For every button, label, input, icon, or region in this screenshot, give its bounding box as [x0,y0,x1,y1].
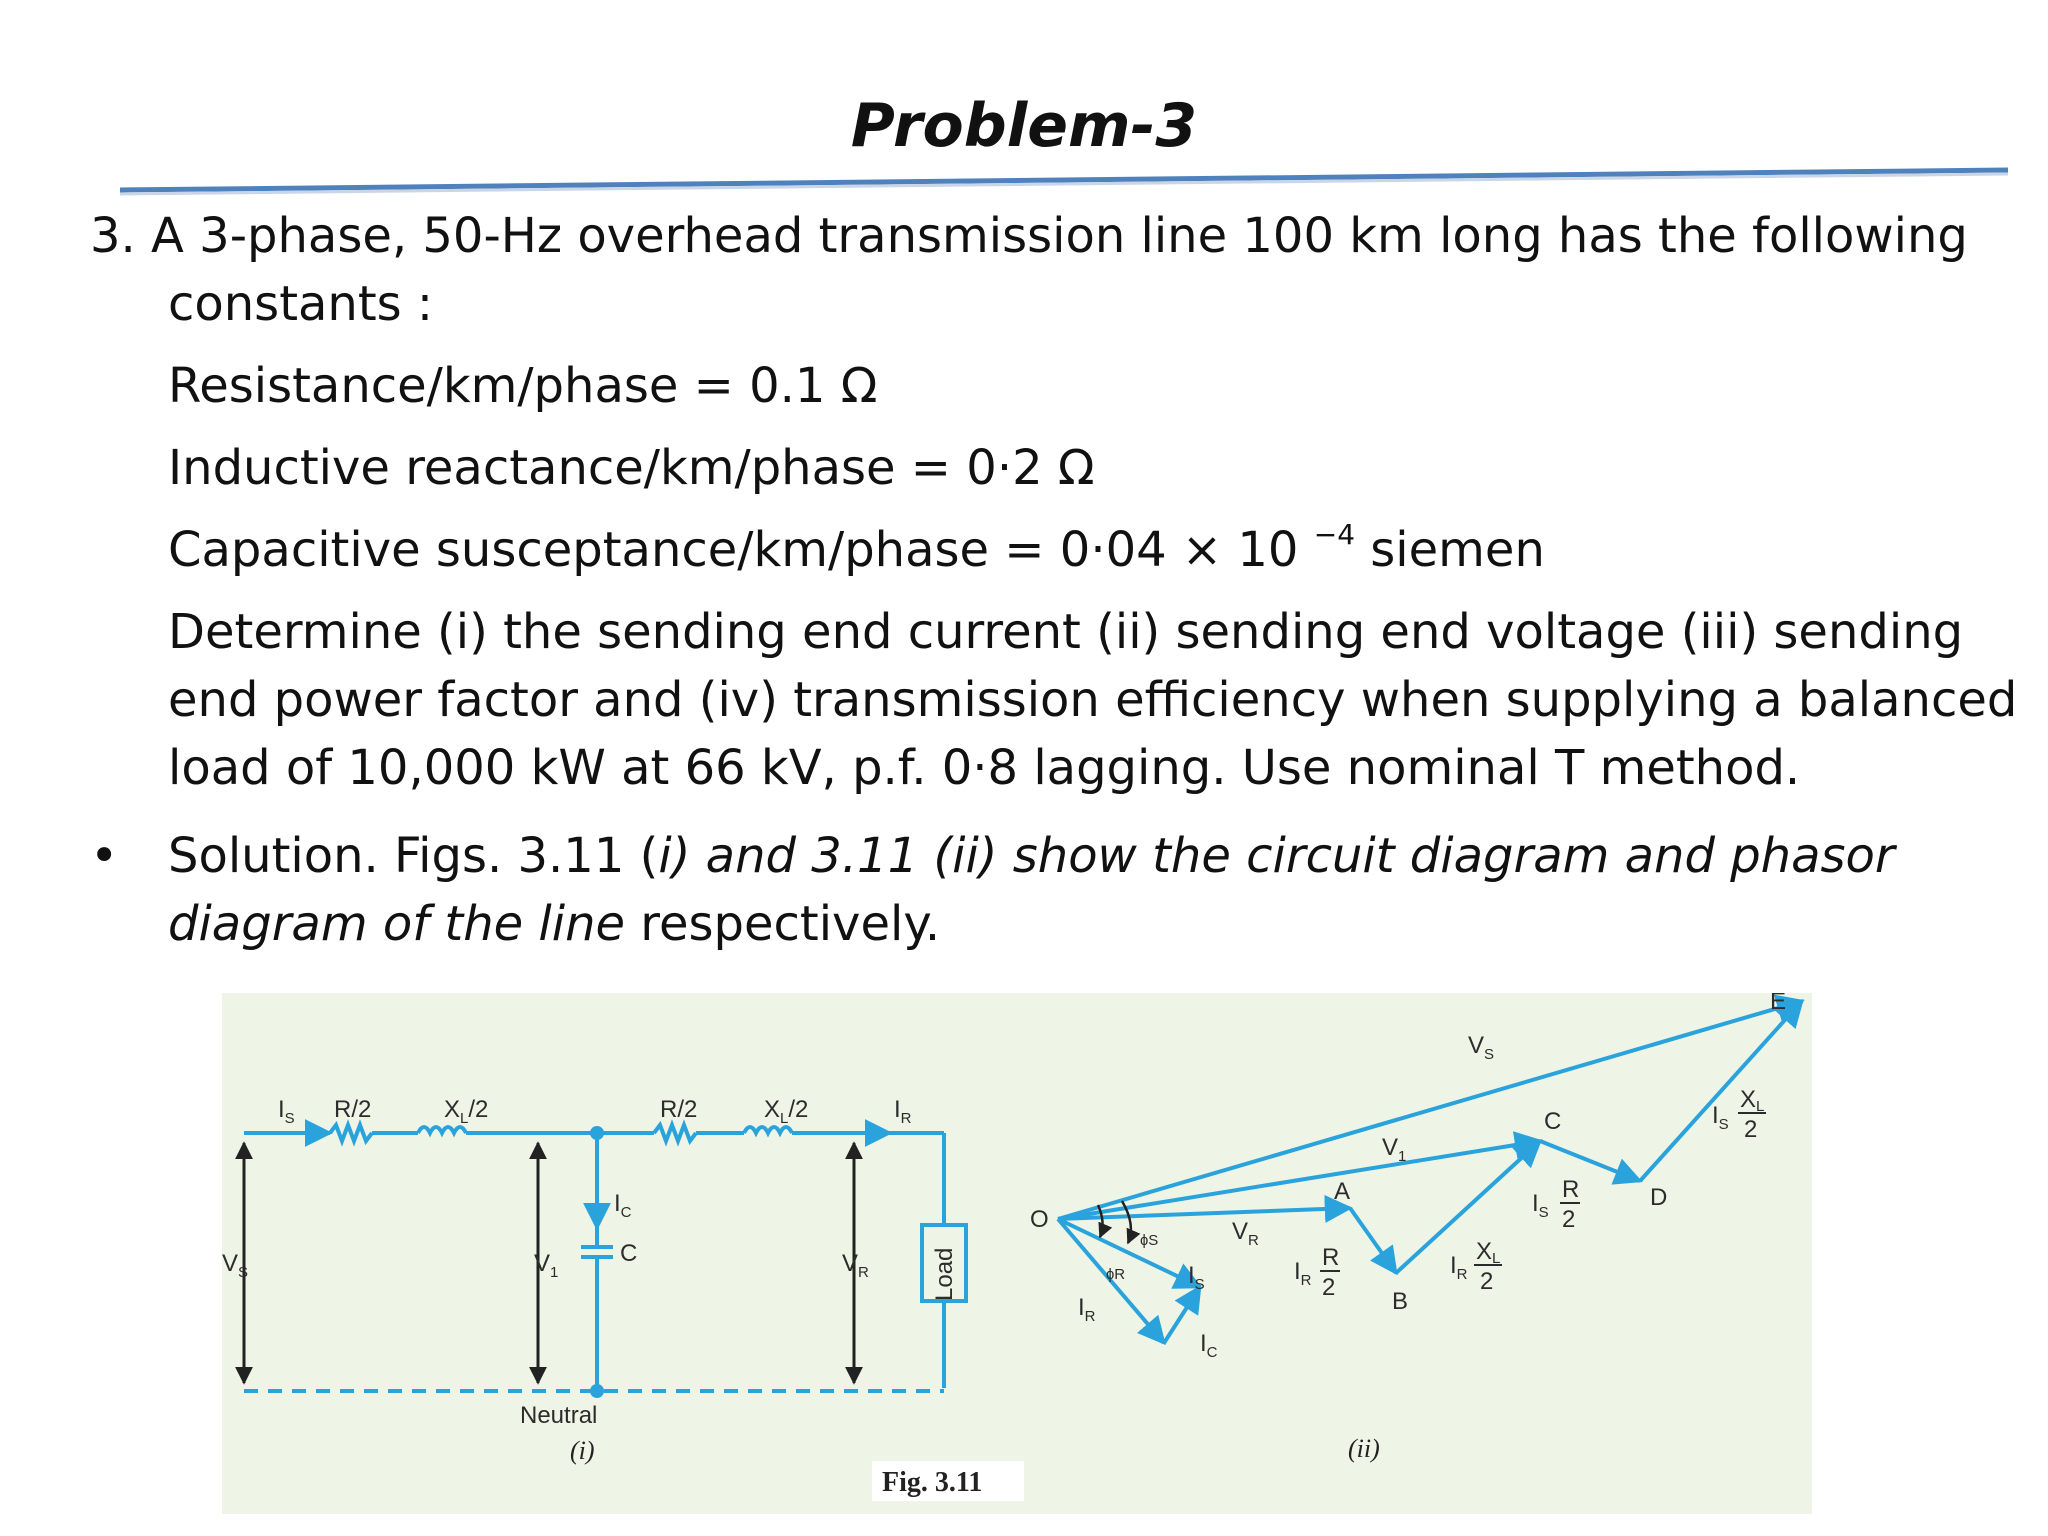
problem-statement-line-2: constants : [168,276,434,332]
svg-text:IS: IS [1712,1102,1729,1133]
label-c: C [620,1240,637,1267]
label-neutral: Neutral [520,1402,597,1429]
capacitive-main: Capacitive susceptance/km/phase = 0·04 ×… [168,522,1299,578]
title-divider [119,167,2009,196]
label-phi-s: ɸS [1140,1232,1158,1249]
label-v1: V1 [534,1250,558,1281]
label-point-b: B [1392,1288,1408,1315]
label-phasor-ii: (ii) [1348,1434,1380,1463]
slide-title: Problem-3 [850,91,1198,161]
svg-text:R: R [1322,1244,1339,1271]
label-phi-r: ɸR [1106,1266,1125,1283]
svg-text:2: 2 [1480,1268,1493,1295]
label-phasor-vs: VS [1468,1032,1494,1063]
capacitive-susceptance-constant: Capacitive susceptance/km/phase = 0·04 ×… [168,516,1545,584]
load-box [920,1223,968,1303]
svg-text:2: 2 [1322,1274,1335,1301]
inductive-reactance-constant: Inductive reactance/km/phase = 0·2 Ω [168,440,1095,496]
solution-text-d: respectively. [625,896,941,952]
label-circuit-i: (i) [570,1436,595,1465]
capacitive-exponent: −4 [1313,518,1356,551]
label-xl-half: XL/2 [444,1096,488,1127]
label-point-c: C [1544,1108,1561,1135]
label-ir-xl-half: IR XL 2 [1450,1238,1502,1295]
phasor-angles [1096,1200,1141,1245]
label-vs: VS [222,1250,248,1281]
label-phasor-is: IS [1188,1262,1205,1293]
label-r-half-2: R/2 [660,1096,697,1123]
svg-text:IR: IR [1294,1258,1312,1289]
label-ir: IR [894,1096,912,1127]
svg-text:IR: IR [1450,1252,1468,1283]
label-vr: VR [842,1250,869,1281]
label-is-xl-half: IS XL 2 [1712,1086,1766,1143]
figure-drawing: IS R/2 XL/2 R/2 XL/2 IR IC C VS V1 VR Lo… [222,993,1805,1501]
label-phasor-v1: V1 [1382,1134,1406,1165]
label-origin: O [1030,1206,1049,1233]
node-v1 [590,1126,604,1140]
problem-statement-line-1: 3. A 3-phase, 50-Hz overhead transmissio… [90,208,1968,264]
svg-text:2: 2 [1562,1206,1575,1233]
svg-text:XL: XL [1476,1238,1500,1267]
figure-caption: Fig. 3.11 [882,1467,982,1498]
determine-line-1: Determine (i) the sending end current (i… [168,604,1964,660]
label-phasor-ir: IR [1078,1294,1096,1325]
circuit-diagram [244,1119,946,1391]
label-phasor-vr: VR [1232,1218,1259,1249]
phasor-diagram [1056,994,1805,1346]
capacitive-unit: siemen [1355,522,1545,578]
label-is: IS [278,1096,295,1127]
label-r-half: R/2 [334,1096,371,1123]
solution-line-2: diagram of the line respectively. [168,890,940,958]
resistance-constant: Resistance/km/phase = 0.1 Ω [168,358,878,414]
label-load: Load [931,1248,958,1301]
label-phasor-ic: IC [1200,1330,1218,1361]
solution-text-a: Solution. Figs. 3.11 ( [168,828,659,884]
svg-text:R: R [1562,1176,1579,1203]
node-neutral [590,1384,604,1398]
label-point-a: A [1334,1178,1350,1205]
svg-text:XL: XL [1740,1086,1764,1115]
determine-line-2: end power factor and (iv) transmission e… [168,672,2018,728]
label-xl-half-2: XL/2 [764,1096,808,1127]
label-point-d: D [1650,1184,1667,1211]
solution-line-1: Solution. Figs. 3.11 (i) and 3.11 (ii) s… [168,822,1895,890]
label-ir-r-half: IR R 2 [1294,1244,1340,1301]
determine-line-3: load of 10,000 kW at 66 kV, p.f. 0·8 lag… [168,740,1801,796]
label-is-r-half: IS R 2 [1532,1176,1580,1233]
voltage-arrows [235,1141,863,1385]
label-ic: IC [614,1190,632,1221]
svg-text:IS: IS [1532,1190,1549,1221]
caption-box [872,1461,1024,1501]
figure-3-11: IS R/2 XL/2 R/2 XL/2 IR IC C VS V1 VR Lo… [222,993,1812,1514]
bullet-dot: • [90,828,119,884]
solution-text-b: i) and 3.11 (ii) show the circuit diagra… [658,828,1895,884]
solution-text-c: diagram of the line [168,896,626,952]
label-e: E [1770,993,1786,1015]
svg-text:2: 2 [1744,1116,1757,1143]
